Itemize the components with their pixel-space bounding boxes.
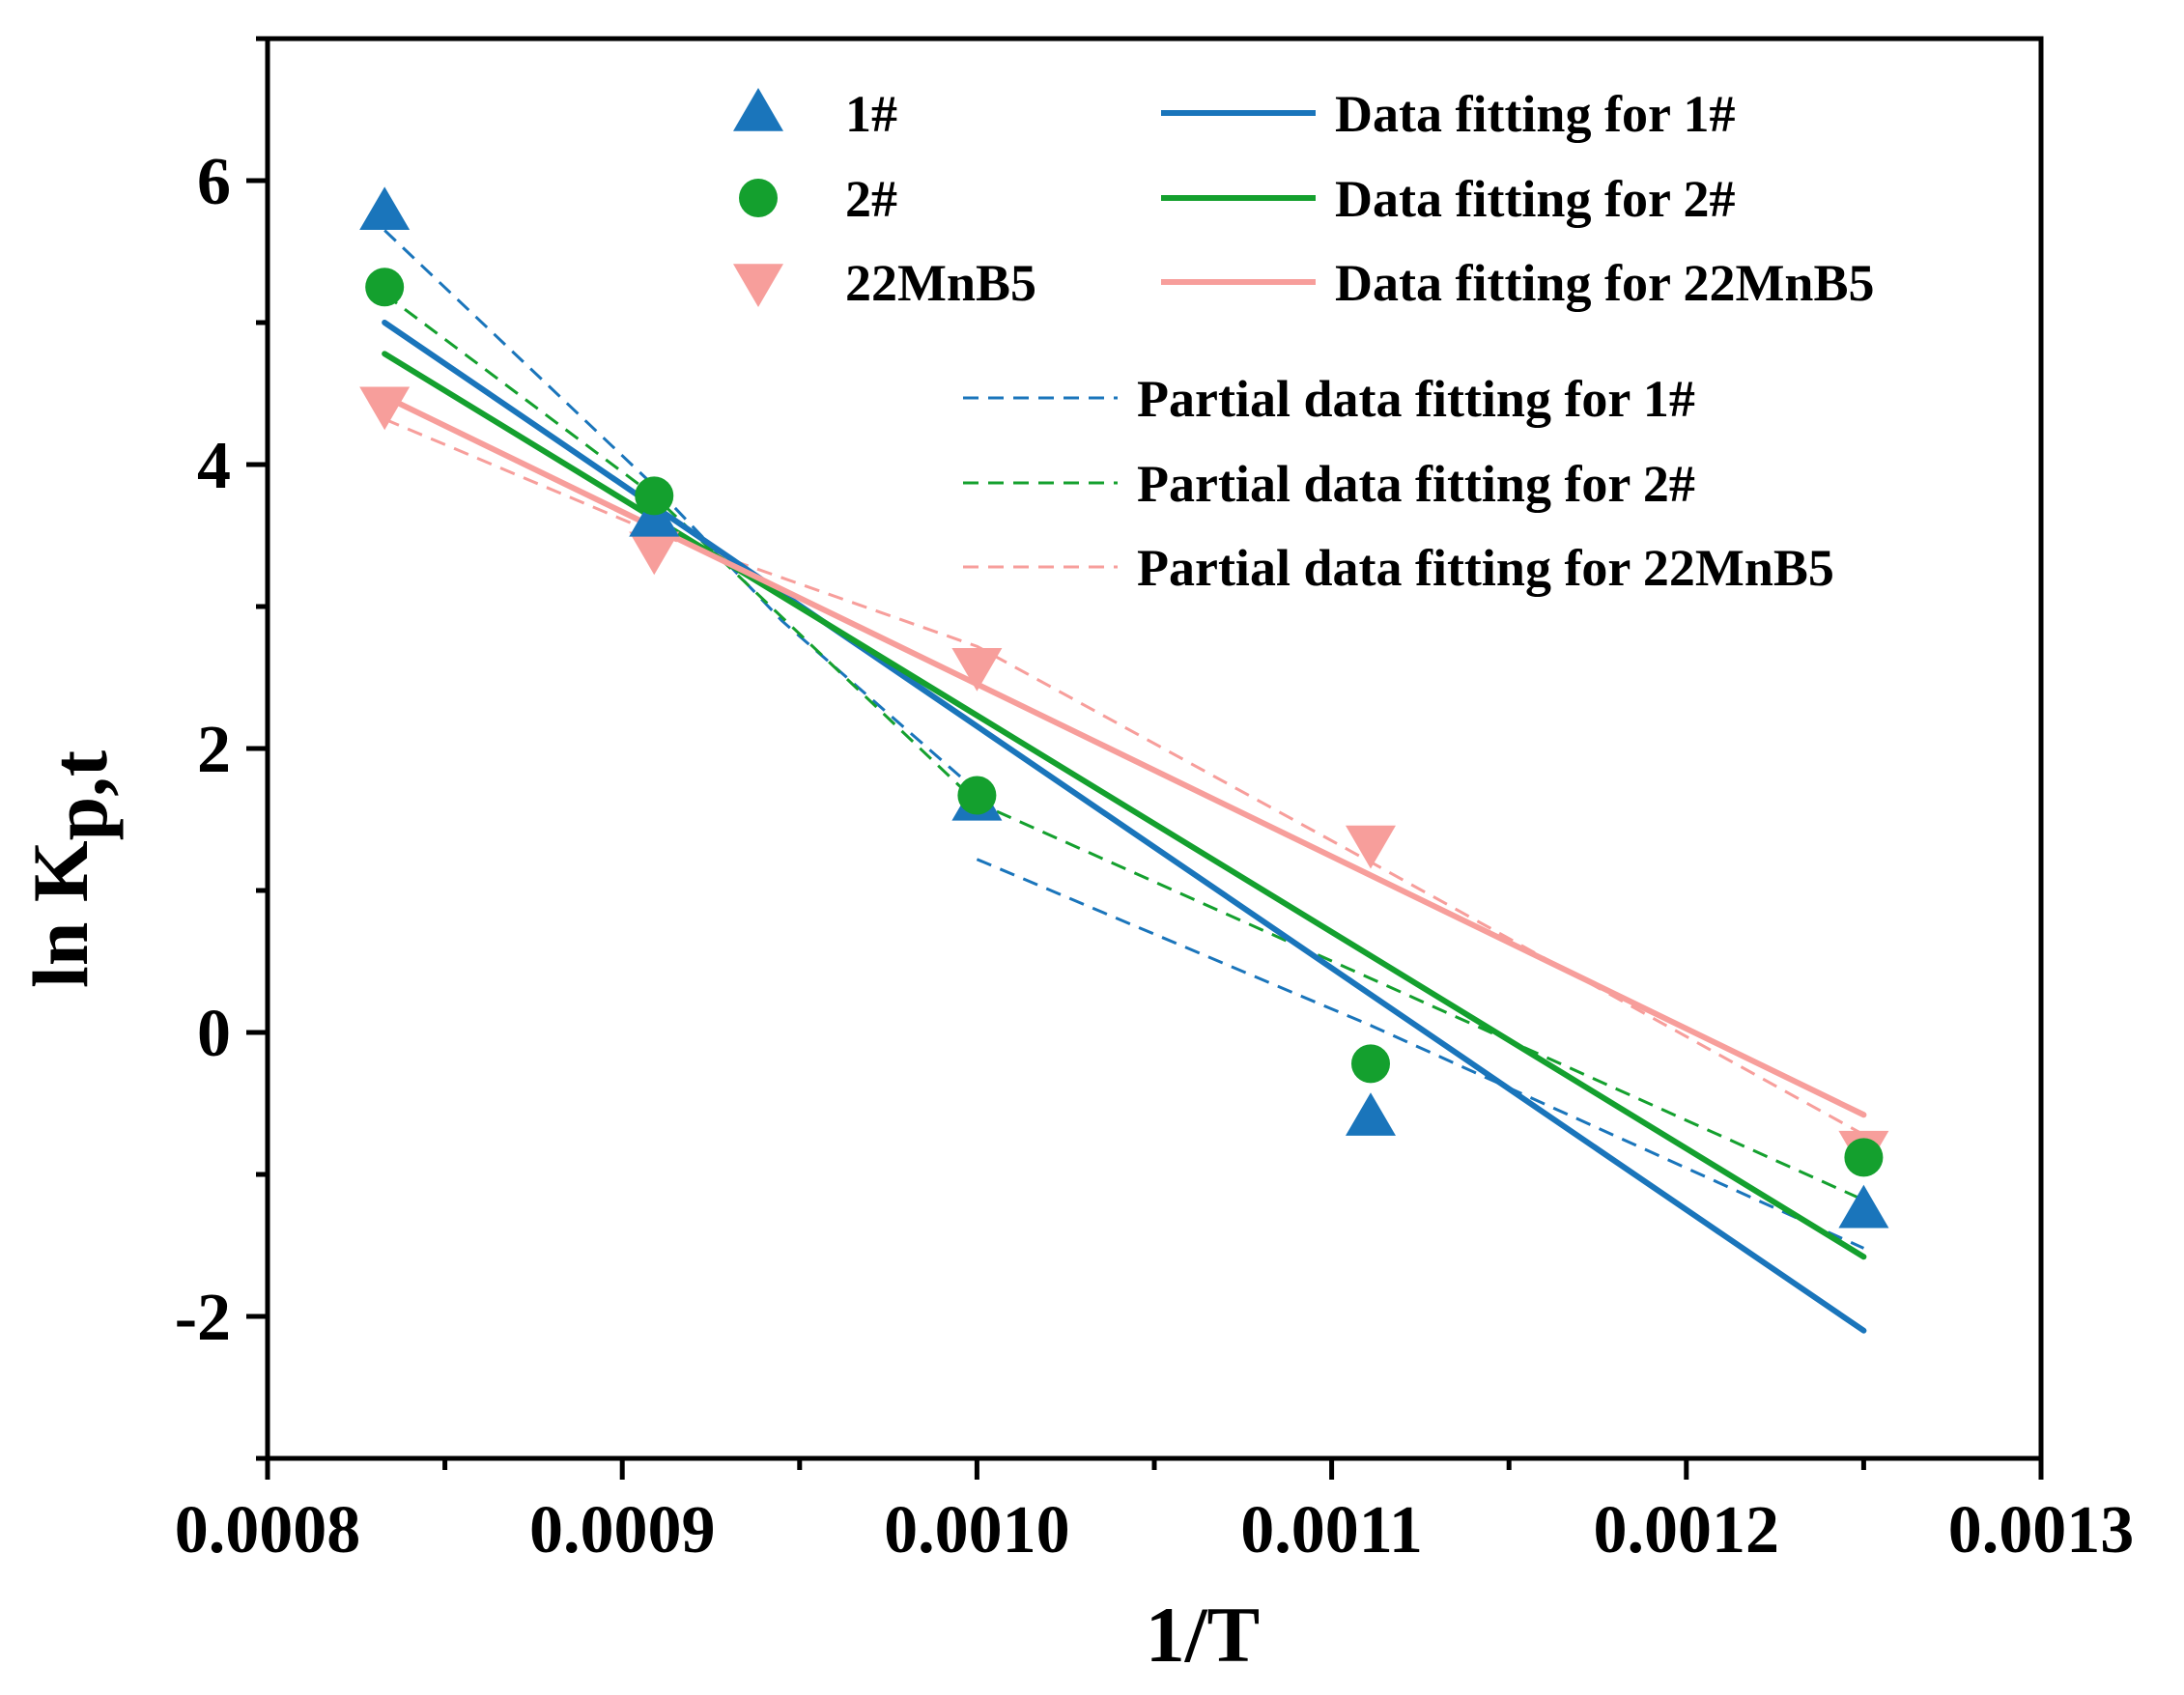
legend-fit-label-1: Data fitting for 1# (1335, 85, 1735, 143)
y-tick-label-1: -2 (175, 1281, 231, 1355)
partial-fit-line-1-seg-1 (383, 229, 979, 793)
marker-series-1-point-5 (1838, 1184, 1889, 1229)
marker-series-2-point-5 (1844, 1138, 1884, 1177)
x-tick-label-2: 0.0009 (529, 1493, 716, 1568)
legend: 1# 2# 22MnB5 Data fitting for 1# Data fittin… (733, 85, 1874, 597)
y-axis-title: ln Kp,t (16, 750, 124, 988)
svg-text:ln Kp,t: ln Kp,t (16, 750, 124, 988)
y-tick-label-5: 6 (197, 145, 231, 219)
marker-series-3-point-1 (359, 386, 411, 431)
data-markers (359, 186, 1889, 1229)
legend-marker-label-1: 1# (845, 85, 897, 143)
axes: 0.0008 0.0009 0.0010 0.0011 0.0012 0.0013 -2 0 2… (175, 36, 2135, 1568)
partial-fit-line-1-seg-2 (976, 858, 1865, 1250)
x-tick-label-4: 0.0011 (1240, 1493, 1423, 1568)
legend-fit-label-2: Data fitting for 2# (1335, 170, 1735, 228)
x-tick-label-6: 0.0013 (1948, 1493, 2135, 1568)
marker-series-2-point-2 (635, 476, 674, 516)
plot-area (268, 39, 2041, 1458)
marker-series-2-point-4 (1350, 1044, 1390, 1084)
legend-marker-label-3: 22MnB5 (845, 254, 1036, 312)
marker-series-3-point-3 (951, 648, 1003, 692)
legend-partial-label-3: Partial data fitting for 22MnB5 (1137, 539, 1834, 597)
legend-marker-2 (739, 179, 778, 217)
fit-lines (382, 229, 1867, 1334)
fit-line-1 (382, 320, 1867, 1334)
marker-series-3-point-4 (1345, 825, 1396, 869)
marker-series-2-point-3 (957, 776, 997, 815)
fit-line-2 (382, 351, 1867, 1260)
legend-marker-1 (733, 88, 783, 131)
x-axis-title: 1/T (1146, 1591, 1260, 1679)
marker-series-1-point-1 (359, 186, 411, 231)
fit-line-3 (382, 393, 1867, 1118)
y-axis-title-sub: p,t (36, 750, 124, 840)
legend-marker-label-2: 2# (845, 170, 897, 228)
y-tick-label-2: 0 (197, 997, 231, 1071)
legend-partial-label-1: Partial data fitting for 1# (1137, 370, 1695, 428)
x-tick-label-5: 0.0012 (1594, 1493, 1780, 1568)
x-tick-label-3: 0.0010 (884, 1493, 1070, 1568)
marker-series-3-point-2 (629, 531, 680, 576)
legend-marker-3 (733, 264, 783, 307)
marker-series-2-point-1 (365, 268, 405, 307)
y-tick-label-3: 2 (197, 713, 231, 787)
marker-series-1-point-4 (1345, 1092, 1396, 1136)
legend-partial-label-2: Partial data fitting for 2# (1137, 455, 1695, 513)
y-tick-label-4: 4 (197, 429, 231, 503)
legend-fit-label-3: Data fitting for 22MnB5 (1335, 254, 1874, 312)
x-tick-label-1: 0.0008 (175, 1493, 361, 1568)
partial-fit-line-3-seg-1 (383, 417, 1865, 1137)
y-axis-title-main: ln K (16, 840, 104, 988)
plot-background (268, 39, 2041, 1458)
